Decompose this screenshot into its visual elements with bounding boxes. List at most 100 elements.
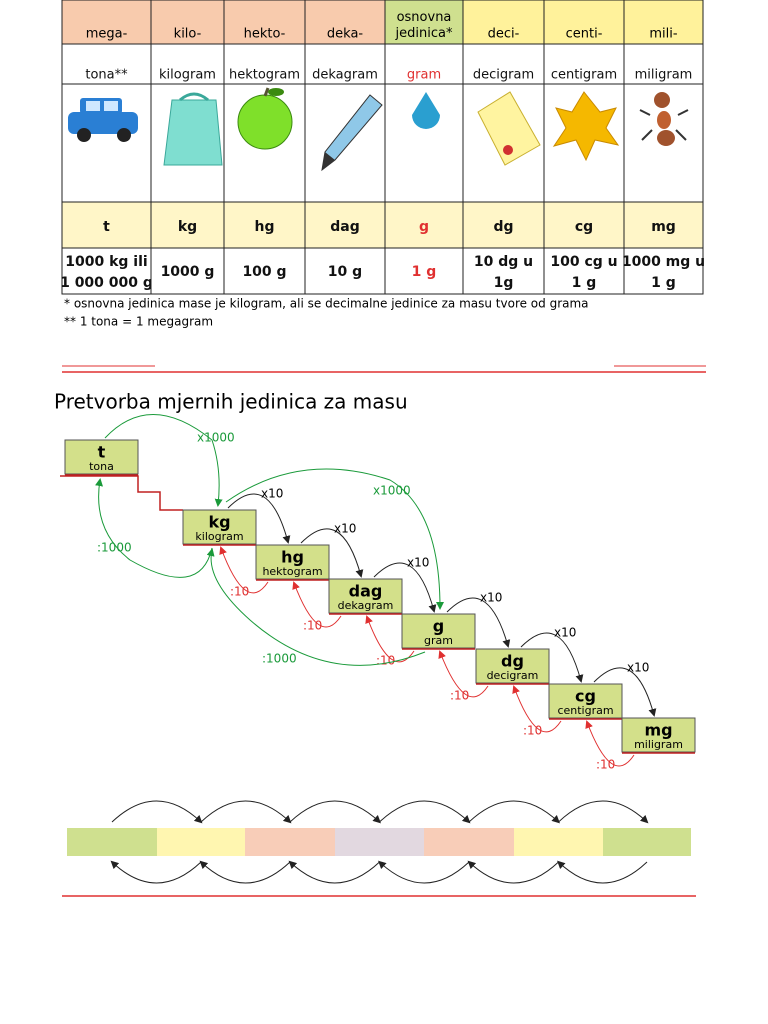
box-symbol: hg (281, 548, 304, 567)
divide-label: :10 (523, 724, 542, 738)
strip-arrow (199, 860, 291, 884)
box-name: hektogram (262, 565, 322, 578)
big-divide-arrow (95, 478, 213, 578)
unit-box (401, 613, 476, 649)
equivalent: 1000 g (161, 264, 215, 280)
divide-label: :10 (230, 585, 249, 599)
big-divide-arrow (206, 548, 426, 666)
prefix: mili- (649, 27, 677, 42)
multiply-label: x10 (554, 626, 576, 640)
equivalent-cell (304, 247, 386, 295)
multiply-arrow (373, 562, 437, 613)
symbol-cell (223, 201, 306, 249)
big-multiply-arrow (104, 414, 223, 507)
box-symbol: kg (208, 513, 230, 532)
strip-segment (245, 828, 335, 856)
symbol-cell (623, 201, 704, 249)
box-name: gram (424, 634, 453, 647)
equivalent-cell (623, 247, 704, 295)
unit-box (255, 544, 330, 580)
strip-segment (67, 828, 157, 856)
divide-arrow (438, 650, 489, 698)
separators (62, 365, 706, 897)
big-multiply-label: x1000 (197, 431, 235, 445)
strip-arrow (200, 800, 292, 824)
strip-segment (603, 828, 691, 856)
equivalent-cell (61, 247, 152, 295)
footnote: ** 1 tona = 1 megagram (64, 315, 213, 329)
equivalent-cell (462, 247, 545, 295)
paper-icon (477, 91, 541, 166)
name-cell (462, 43, 545, 85)
prefix-cell (304, 0, 386, 45)
apple-icon (237, 87, 293, 150)
box-name: tona (89, 460, 114, 473)
equivalent: 100 cg u (550, 254, 617, 270)
multiply-arrow (520, 632, 584, 683)
equivalent: 1 g (412, 264, 437, 280)
equivalent: 1000 kg ili (65, 254, 147, 270)
strip-segment (514, 828, 603, 856)
strip-arrow (110, 860, 202, 884)
name-cell (223, 43, 306, 85)
unit-symbol: g (419, 219, 429, 235)
divide-arrow (365, 615, 415, 663)
unit-symbol: hg (255, 219, 275, 235)
multiply-arrow (446, 597, 511, 648)
box-symbol: dg (501, 652, 524, 671)
box-name: centigram (557, 704, 613, 717)
strip-segment (424, 828, 514, 856)
equivalent-cell (384, 247, 464, 295)
equivalent: 1g (494, 275, 514, 291)
multiply-arrow (593, 667, 657, 717)
strip-arrow (557, 860, 648, 884)
equivalent: 100 g (242, 264, 286, 280)
equivalent: 1 g (651, 275, 676, 291)
divide-arrow (292, 581, 342, 628)
prefix-cell (61, 0, 152, 45)
divide-label: :10 (596, 758, 615, 772)
box-symbol: cg (575, 687, 596, 706)
big-multiply-arrow (225, 468, 444, 610)
unit-box (64, 439, 139, 475)
strip-arrow (379, 800, 471, 824)
divide-arrow (512, 685, 562, 733)
multiply-arrow (300, 528, 364, 578)
pictures (68, 87, 689, 172)
box-symbol: dag (349, 582, 383, 601)
prefix: osnovna jedinica* (395, 10, 453, 41)
box-name: miligram (634, 738, 683, 751)
stair-line (60, 475, 183, 511)
box-name: kilogram (195, 530, 243, 543)
unit-name: miligram (635, 68, 693, 83)
car-icon (68, 98, 138, 142)
symbol-cell (61, 201, 152, 249)
prefix: deci- (488, 27, 520, 42)
multiply-label: x10 (627, 661, 649, 675)
big-divide-label: :1000 (262, 652, 297, 666)
big-divide-label: :1000 (97, 541, 132, 555)
unit-box (328, 578, 403, 614)
prefix: deka- (327, 27, 364, 42)
name-cell (543, 43, 625, 85)
strip-arrow (558, 800, 649, 824)
strip-arrow (467, 860, 559, 884)
strip-segment (157, 828, 245, 856)
equivalent-cell (223, 247, 306, 295)
divide-arrow (585, 720, 635, 767)
diagram-title: Pretvorba mjernih jedinica za masu (54, 390, 408, 414)
prefix: mega- (86, 27, 128, 42)
bag-icon (163, 92, 223, 166)
box-symbol: t (98, 443, 106, 462)
box-name: dekagram (338, 599, 394, 612)
unit-symbol: dg (493, 219, 513, 235)
footnote: * osnovna jedinica mase je kilogram, ali… (64, 297, 589, 311)
multiply-label: x10 (334, 522, 356, 536)
divide-label: :10 (376, 654, 395, 668)
equivalent: 1000 mg u (622, 254, 705, 270)
unit-box (475, 648, 550, 684)
unit-name: decigram (473, 68, 534, 83)
